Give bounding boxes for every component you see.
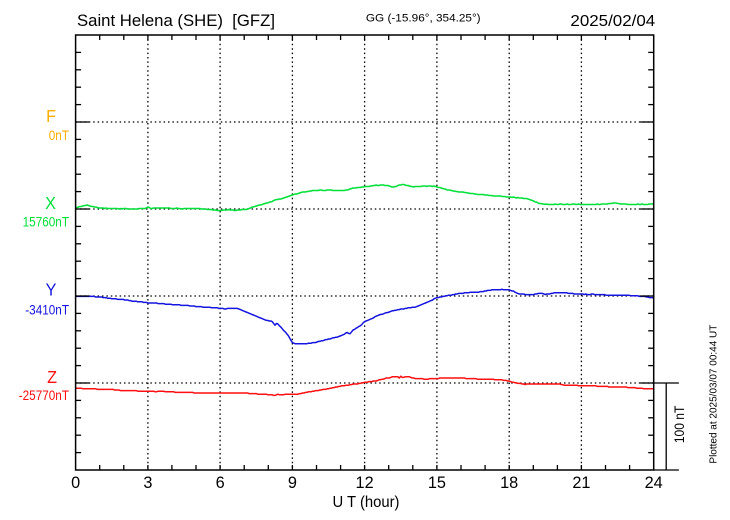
svg-text:6: 6 — [216, 474, 225, 492]
svg-text:U T (hour): U T (hour) — [333, 494, 400, 511]
svg-text:9: 9 — [288, 474, 297, 492]
svg-text:GG (-15.96°, 354.25°): GG (-15.96°, 354.25°) — [366, 13, 481, 25]
svg-text:15: 15 — [428, 474, 446, 492]
svg-text:100 nT: 100 nT — [671, 405, 687, 443]
svg-text:3: 3 — [143, 474, 152, 492]
svg-text:21: 21 — [572, 474, 590, 492]
svg-text:18: 18 — [500, 474, 518, 492]
svg-text:0nT: 0nT — [49, 127, 69, 143]
svg-text:0: 0 — [71, 474, 80, 492]
svg-text:Saint Helena (SHE) [GFZ]: Saint Helena (SHE) [GFZ] — [77, 11, 275, 30]
svg-text:Y: Y — [46, 280, 57, 300]
svg-text:F: F — [46, 106, 56, 126]
svg-text:24: 24 — [645, 474, 663, 492]
svg-text:-3410nT: -3410nT — [25, 302, 69, 318]
svg-text:-25770nT: -25770nT — [19, 387, 69, 403]
svg-text:2025/02/04: 2025/02/04 — [570, 13, 655, 30]
svg-text:Z: Z — [47, 367, 57, 387]
svg-text:X: X — [45, 193, 56, 213]
svg-text:15760nT: 15760nT — [23, 214, 69, 230]
svg-text:Plotted at 2025/03/07 00:44 UT: Plotted at 2025/03/07 00:44 UT — [708, 325, 719, 464]
svg-text:12: 12 — [356, 474, 374, 492]
